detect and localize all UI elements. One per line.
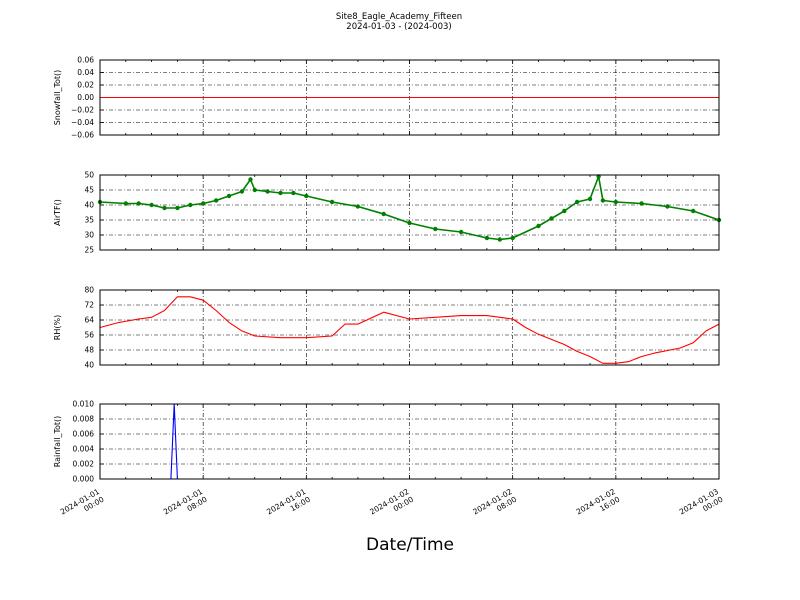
y-axis-label: Snowfall_Tot() (53, 70, 62, 126)
data-point (562, 208, 567, 214)
subplot-3: 80 72 64 56 48 40 RH(%) (53, 286, 720, 370)
y-tick-label: 0.02 (77, 81, 94, 90)
y-tick-label: 80 (84, 286, 94, 295)
data-point (162, 205, 167, 211)
axes-frame (99, 59, 720, 136)
x-tick-label: 2024-01-0216:00 (575, 487, 622, 524)
x-tick-label: 2024-01-0116:00 (265, 487, 312, 524)
y-tick-label: −0.06 (71, 131, 94, 140)
y-tick-label: 0.008 (73, 415, 95, 424)
x-tick-labels: 2024-01-0100:00 2024-01-0108:00 2024-01-01… (59, 487, 725, 524)
data-point (304, 193, 309, 199)
data-point (201, 201, 206, 206)
data-point (613, 199, 618, 205)
data-point (510, 235, 515, 241)
chart-subtitle: 2024-01-03 - (2024-003) (346, 22, 451, 32)
axes-frame (99, 289, 720, 366)
y-tick-label: 40 (84, 361, 94, 370)
x-tick-label: 2024-01-0108:00 (162, 487, 209, 524)
data-point (691, 208, 696, 214)
y-tick-label: 50 (84, 171, 94, 180)
data-point (458, 229, 464, 235)
x-tick-label: 2024-01-0200:00 (368, 487, 415, 524)
y-tick-label: 0.010 (73, 400, 95, 409)
y-tick-label: 35 (84, 216, 94, 225)
series-line-1 (99, 296, 720, 364)
data-point (536, 223, 541, 229)
data-point (355, 204, 361, 209)
subplot-4: 0.010 0.008 0.006 0.004 0.002 0.000 Rainfall_T… (53, 400, 720, 484)
data-point (175, 205, 180, 211)
data-point (484, 235, 490, 241)
y-tick-label: −0.04 (71, 118, 94, 127)
y-tick-label: 45 (84, 186, 94, 195)
data-point (665, 204, 670, 209)
data-point (639, 201, 644, 206)
data-point (291, 190, 296, 196)
data-point (278, 190, 283, 196)
data-point (188, 202, 193, 208)
y-tick-label: 0.006 (73, 430, 95, 439)
data-point (329, 199, 335, 205)
axes-frame (99, 403, 720, 480)
data-point (497, 237, 502, 242)
y-tick-label: 64 (84, 316, 94, 325)
data-point (265, 189, 270, 194)
y-axis-label: Rainfall_Tot() (53, 416, 62, 468)
y-tick-label: 0.000 (73, 475, 95, 484)
data-point (136, 201, 141, 206)
y-tick-label: 0.04 (77, 68, 94, 77)
data-point (123, 201, 128, 206)
data-point (149, 202, 154, 208)
y-tick-label: 56 (84, 331, 94, 340)
data-point (574, 199, 580, 205)
x-tick-label: 2024-01-0208:00 (471, 487, 518, 524)
y-tick-label: 25 (84, 246, 94, 255)
y-tick-label: −0.02 (71, 106, 94, 115)
y-tick-label: 0.002 (73, 460, 95, 469)
y-tick-label: 48 (84, 346, 94, 355)
data-point (381, 211, 386, 217)
data-point (407, 220, 412, 226)
data-point (248, 177, 253, 182)
x-tick-label: 2024-01-0300:00 (678, 487, 725, 524)
subplot-stack: 0.06 0.04 0.02 0.00 −0.02 −0.04 −0.06 Snowfall_… (53, 56, 722, 484)
y-tick-label: 0.00 (77, 93, 94, 102)
x-tick-label: 2024-01-0100:00 (59, 487, 106, 524)
data-point (226, 193, 232, 199)
subplot-2: 50 45 40 35 30 25 AirTF() (53, 171, 722, 255)
y-axis-label: AirTF() (53, 199, 62, 226)
y-axis-label: RH(%) (53, 315, 62, 340)
data-point (213, 198, 219, 203)
subplot-1: 0.06 0.04 0.02 0.00 −0.02 −0.04 −0.06 Snowfall_… (53, 56, 720, 140)
x-axis-label: Date/Time (366, 535, 454, 555)
data-point (433, 226, 438, 232)
y-tick-label: 30 (84, 231, 94, 240)
y-tick-label: 72 (84, 301, 94, 310)
data-point (549, 216, 554, 221)
y-tick-label: 40 (84, 201, 94, 210)
axes-frame (99, 174, 720, 251)
data-point (252, 187, 257, 193)
y-tick-label: 0.004 (73, 445, 95, 454)
data-point (239, 189, 245, 194)
y-tick-label: 0.06 (77, 56, 94, 65)
data-point (587, 196, 593, 202)
chart-title: Site8_Eagle_Academy_Fifteen (336, 12, 462, 22)
data-point (600, 198, 606, 203)
